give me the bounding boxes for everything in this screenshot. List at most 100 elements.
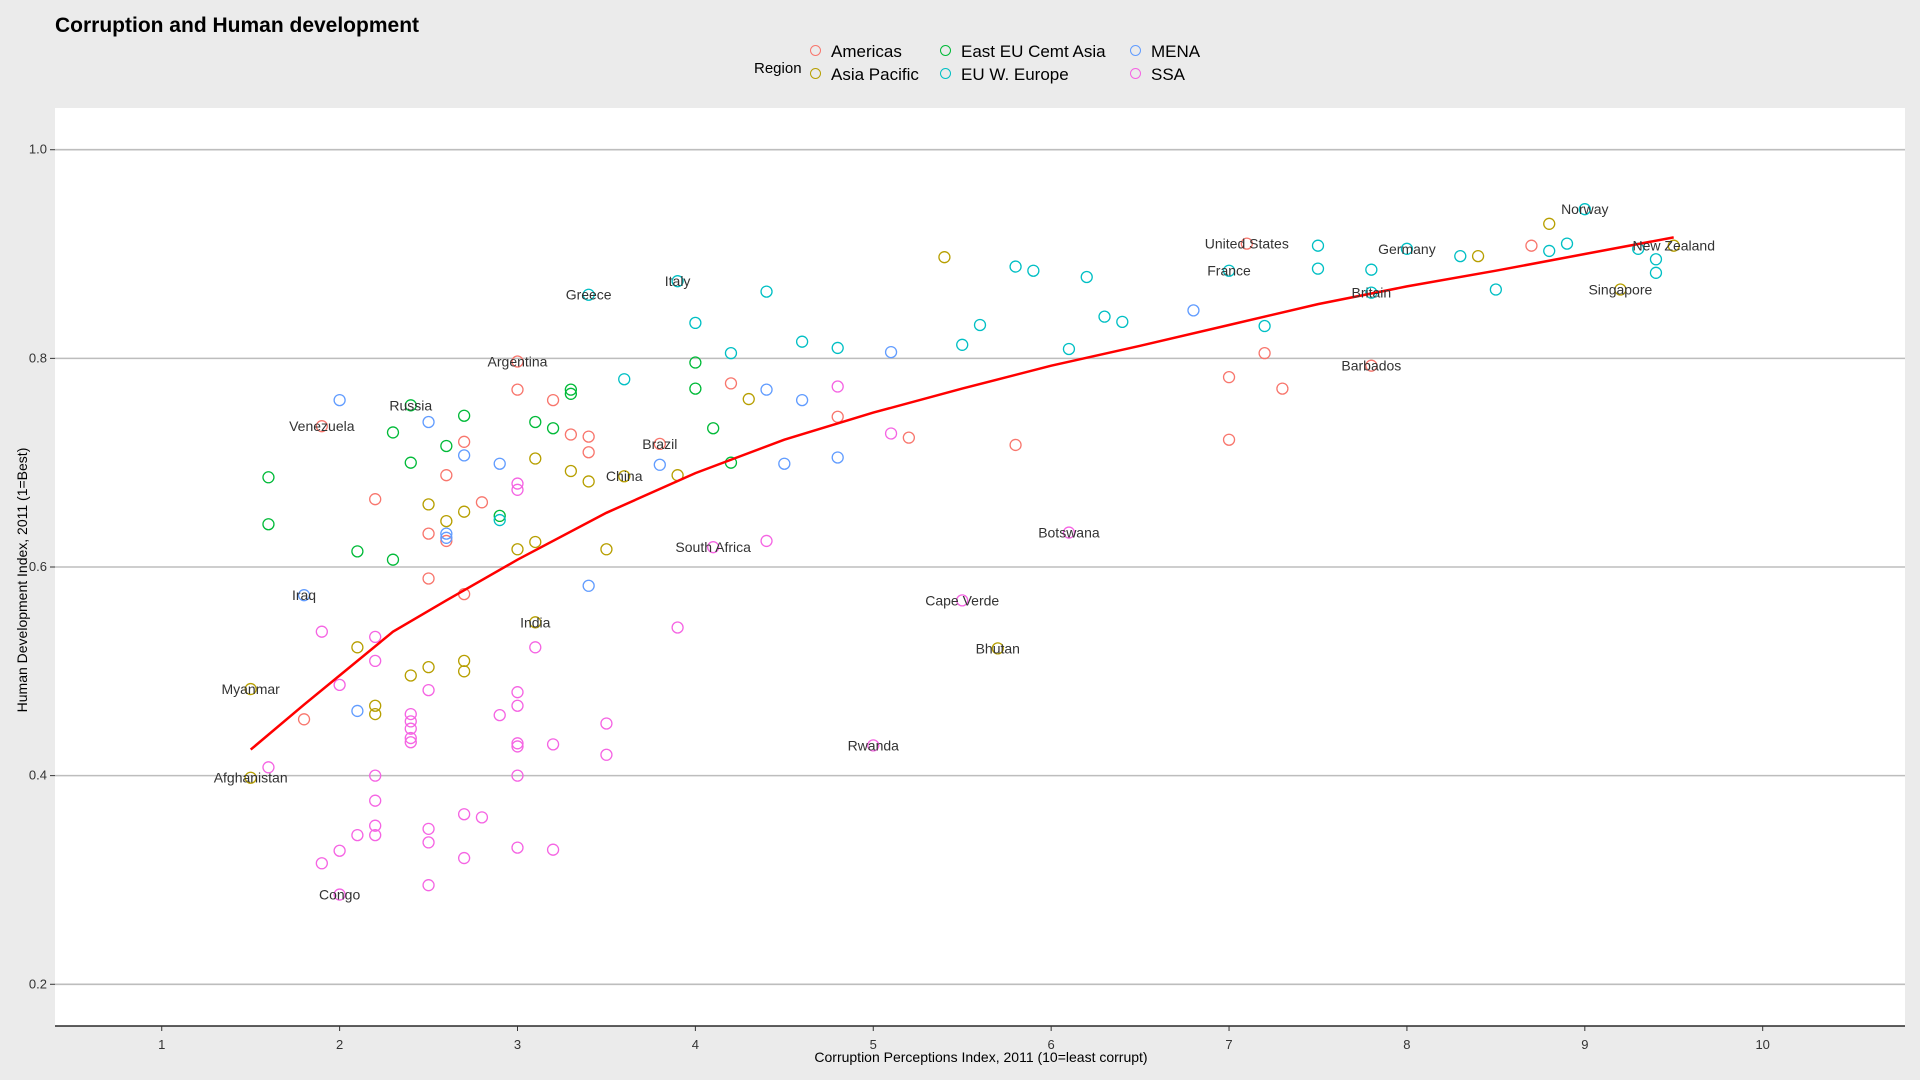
data-point: [1400, 242, 1414, 255]
data-point: [404, 456, 417, 469]
data-point: [511, 737, 524, 750]
country-label: United States: [1205, 236, 1289, 252]
data-point: [902, 431, 915, 444]
country-label: Iraq: [292, 587, 316, 603]
data-point: [369, 828, 382, 842]
data-point: [422, 683, 435, 697]
data-point: [422, 572, 435, 585]
data-point: [760, 285, 773, 298]
data-point: [511, 699, 524, 712]
legend-swatch: [1130, 68, 1141, 79]
data-point: [582, 446, 595, 459]
data-point: [440, 439, 453, 453]
data-point: [315, 420, 328, 433]
data-point: [724, 346, 738, 360]
data-point: [618, 373, 631, 386]
data-point: [546, 393, 560, 407]
data-point: [582, 430, 595, 443]
x-tick-label: 6: [1048, 1037, 1055, 1052]
legend-swatch: [810, 45, 821, 56]
data-point: [493, 457, 506, 470]
data-point: [529, 452, 542, 465]
country-label: South Africa: [675, 539, 751, 555]
data-point: [1258, 346, 1271, 360]
data-point: [369, 630, 382, 644]
data-point: [262, 471, 275, 484]
data-point: [333, 678, 346, 692]
data-point: [1009, 260, 1022, 273]
data-point: [369, 493, 382, 506]
x-tick-label: 5: [870, 1037, 877, 1052]
country-label: China: [606, 468, 643, 484]
data-point: [1311, 239, 1325, 252]
legend-label: East EU Cemt Asia: [961, 42, 1106, 61]
data-point: [493, 708, 506, 722]
data-point: [671, 275, 684, 288]
country-label: Greece: [566, 287, 612, 303]
data-point: [386, 553, 400, 566]
data-point: [369, 794, 382, 807]
legend-item: MENA: [1130, 42, 1200, 62]
data-point: [1667, 239, 1680, 252]
data-point: [724, 377, 738, 390]
data-point: [671, 621, 684, 634]
data-point: [653, 458, 666, 471]
data-point: [689, 382, 702, 395]
data-point: [1543, 217, 1556, 230]
data-point: [369, 819, 382, 832]
data-point: [1560, 237, 1574, 250]
data-point: [297, 589, 311, 602]
data-point: [742, 392, 755, 406]
data-point: [1543, 244, 1556, 258]
data-point: [529, 415, 542, 429]
country-label: Venezuela: [289, 418, 355, 434]
data-point: [511, 686, 524, 699]
data-point: [440, 534, 453, 548]
data-point: [511, 355, 524, 368]
data-point: [1365, 263, 1378, 276]
y-axis-title: Human Development Index, 2011 (1=Best): [14, 447, 30, 713]
data-point: [564, 383, 578, 396]
data-point: [867, 739, 880, 752]
data-point: [511, 740, 524, 753]
data-point: [1098, 310, 1111, 323]
x-tick-label: 9: [1581, 1037, 1588, 1052]
data-point: [457, 808, 471, 821]
data-point: [546, 422, 560, 435]
data-point: [529, 535, 542, 549]
legend-label: Asia Pacific: [831, 65, 919, 84]
data-point: [956, 594, 969, 607]
legend-label: EU W. Europe: [961, 65, 1069, 84]
data-point: [422, 415, 435, 429]
legend-label: MENA: [1151, 42, 1201, 61]
data-point: [1649, 266, 1663, 279]
country-label: Brazil: [642, 436, 677, 452]
data-point: [422, 879, 435, 892]
data-point: [600, 717, 613, 730]
data-point: [707, 422, 720, 435]
data-point: [369, 654, 382, 668]
data-point: [297, 713, 311, 726]
data-point: [404, 715, 417, 728]
data-point: [493, 509, 506, 523]
data-point: [600, 543, 613, 556]
data-point: [564, 387, 578, 400]
y-tick-label: 0.8: [29, 350, 47, 365]
country-label: Russia: [389, 397, 432, 413]
data-point: [582, 475, 595, 488]
data-point: [422, 498, 435, 511]
data-point: [991, 642, 1004, 655]
data-point: [440, 527, 453, 540]
trend-line: [249, 236, 1674, 751]
data-point: [351, 704, 364, 718]
data-point: [511, 841, 524, 854]
data-point: [1365, 359, 1378, 372]
country-label: Argentina: [488, 353, 548, 369]
y-tick-label: 1.0: [29, 142, 47, 157]
country-label: Italy: [665, 273, 691, 289]
data-point: [351, 641, 364, 654]
country-label: Rwanda: [848, 737, 900, 753]
legend-item: EU W. Europe: [940, 65, 1069, 85]
data-point: [244, 682, 257, 696]
data-point: [1649, 253, 1663, 266]
